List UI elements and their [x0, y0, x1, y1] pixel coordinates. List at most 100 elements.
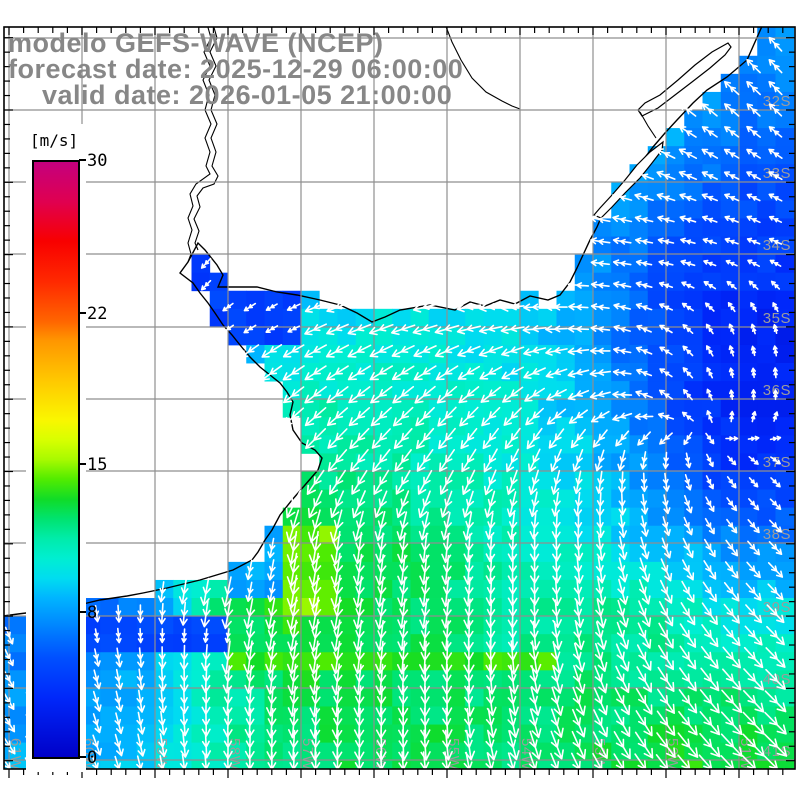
wind-arrow	[615, 643, 630, 672]
wind-arrow	[479, 303, 503, 312]
wind-arrow	[726, 280, 737, 290]
wind-arrow	[573, 599, 585, 628]
wind-arrow	[728, 345, 735, 357]
wind-arrow	[659, 324, 673, 334]
river-path	[193, 27, 219, 251]
wind-arrow	[136, 733, 146, 757]
wind-arrow	[635, 687, 653, 715]
wind-arrow	[699, 689, 720, 714]
wind-arrow	[546, 408, 567, 425]
wind-arrow	[200, 600, 211, 628]
wind-arrow	[768, 148, 783, 159]
wind-arrow	[396, 490, 410, 519]
wind-arrow	[572, 449, 584, 472]
wind-arrow	[325, 344, 350, 358]
wind-arrow	[635, 281, 653, 289]
wind-arrow	[748, 477, 759, 488]
wind-arrow	[724, 561, 739, 579]
wind-arrow	[354, 751, 364, 769]
colorbar-tick-mark	[79, 756, 86, 758]
wind-arrow	[137, 647, 145, 668]
wind-arrow	[683, 516, 693, 536]
lon-label: 58W	[226, 738, 243, 771]
wind-arrow	[725, 259, 738, 267]
wind-arrow	[326, 302, 349, 313]
wind-arrow	[590, 303, 610, 311]
wind-arrow	[398, 707, 409, 739]
wind-arrow	[639, 557, 651, 583]
wind-arrow	[243, 302, 257, 312]
wind-arrow	[706, 453, 714, 468]
wind-arrow	[309, 707, 321, 739]
wind-arrow	[523, 346, 546, 357]
wind-arrow	[592, 731, 609, 759]
wind-arrow	[304, 344, 327, 358]
wind-arrow	[745, 582, 762, 601]
wind-arrow	[158, 710, 168, 736]
wind-arrow	[507, 686, 519, 717]
wind-arrow	[485, 620, 496, 651]
wind-arrow	[267, 751, 277, 769]
wind-arrow	[158, 689, 167, 714]
wind-arrow	[567, 325, 590, 333]
wind-arrow	[286, 303, 301, 312]
wind-arrow	[769, 519, 782, 533]
wind-arrow	[589, 390, 611, 400]
wind-arrow	[222, 686, 233, 716]
wind-arrow	[723, 171, 740, 180]
wind-arrow	[746, 215, 761, 224]
wind-arrow	[680, 237, 696, 245]
wind-arrow	[724, 215, 739, 223]
wind-arrow	[656, 732, 676, 758]
wind-arrow	[200, 279, 212, 291]
wind-arrow	[369, 344, 394, 358]
wind-arrow	[375, 707, 387, 739]
wind-arrow	[634, 413, 654, 421]
wind-arrow	[507, 730, 520, 761]
wind-arrow	[572, 708, 586, 738]
wind-arrow	[137, 627, 144, 644]
wind-arrow	[484, 490, 496, 518]
wind-arrow	[136, 711, 146, 735]
wind-arrow	[550, 730, 564, 760]
wind-arrow	[573, 491, 583, 517]
wind-arrow	[700, 646, 719, 669]
wind-arrow	[437, 406, 457, 427]
wind-arrow	[634, 753, 647, 769]
wind-arrow	[374, 490, 388, 518]
wind-arrow	[729, 389, 735, 400]
wind-arrow	[463, 751, 473, 769]
wind-arrow	[136, 668, 145, 691]
wind-arrow	[743, 668, 764, 691]
colorbar-tick-label: 22	[87, 304, 108, 324]
wind-arrow	[636, 368, 653, 377]
wind-arrow	[590, 215, 611, 224]
wind-arrow	[700, 667, 720, 692]
lon-label: 54W	[518, 738, 535, 771]
wind-arrow	[529, 556, 540, 584]
wind-arrow	[93, 648, 101, 667]
wind-arrow	[434, 345, 460, 358]
colorbar-tick-label: 0	[87, 748, 98, 768]
wind-arrow	[678, 689, 698, 714]
wind-arrow	[243, 620, 256, 652]
wind-arrow	[662, 516, 671, 537]
wind-arrow	[414, 385, 436, 404]
wind-arrow	[307, 490, 323, 519]
wind-arrow	[638, 600, 652, 628]
wind-arrow	[158, 667, 167, 692]
wind-arrow	[114, 755, 121, 769]
wind-arrow	[746, 125, 761, 138]
wind-arrow	[391, 345, 415, 358]
wind-arrow	[92, 734, 102, 756]
wind-arrow	[304, 302, 327, 313]
wind-arrow	[391, 365, 415, 381]
wind-arrow	[567, 347, 590, 356]
wind-arrow	[330, 574, 344, 609]
wind-arrow	[655, 754, 669, 769]
wind-arrow	[573, 470, 583, 495]
wind-arrow	[395, 469, 411, 495]
wind-arrow	[595, 578, 607, 606]
wind-arrow	[772, 302, 779, 313]
wind-arrow	[772, 367, 778, 379]
